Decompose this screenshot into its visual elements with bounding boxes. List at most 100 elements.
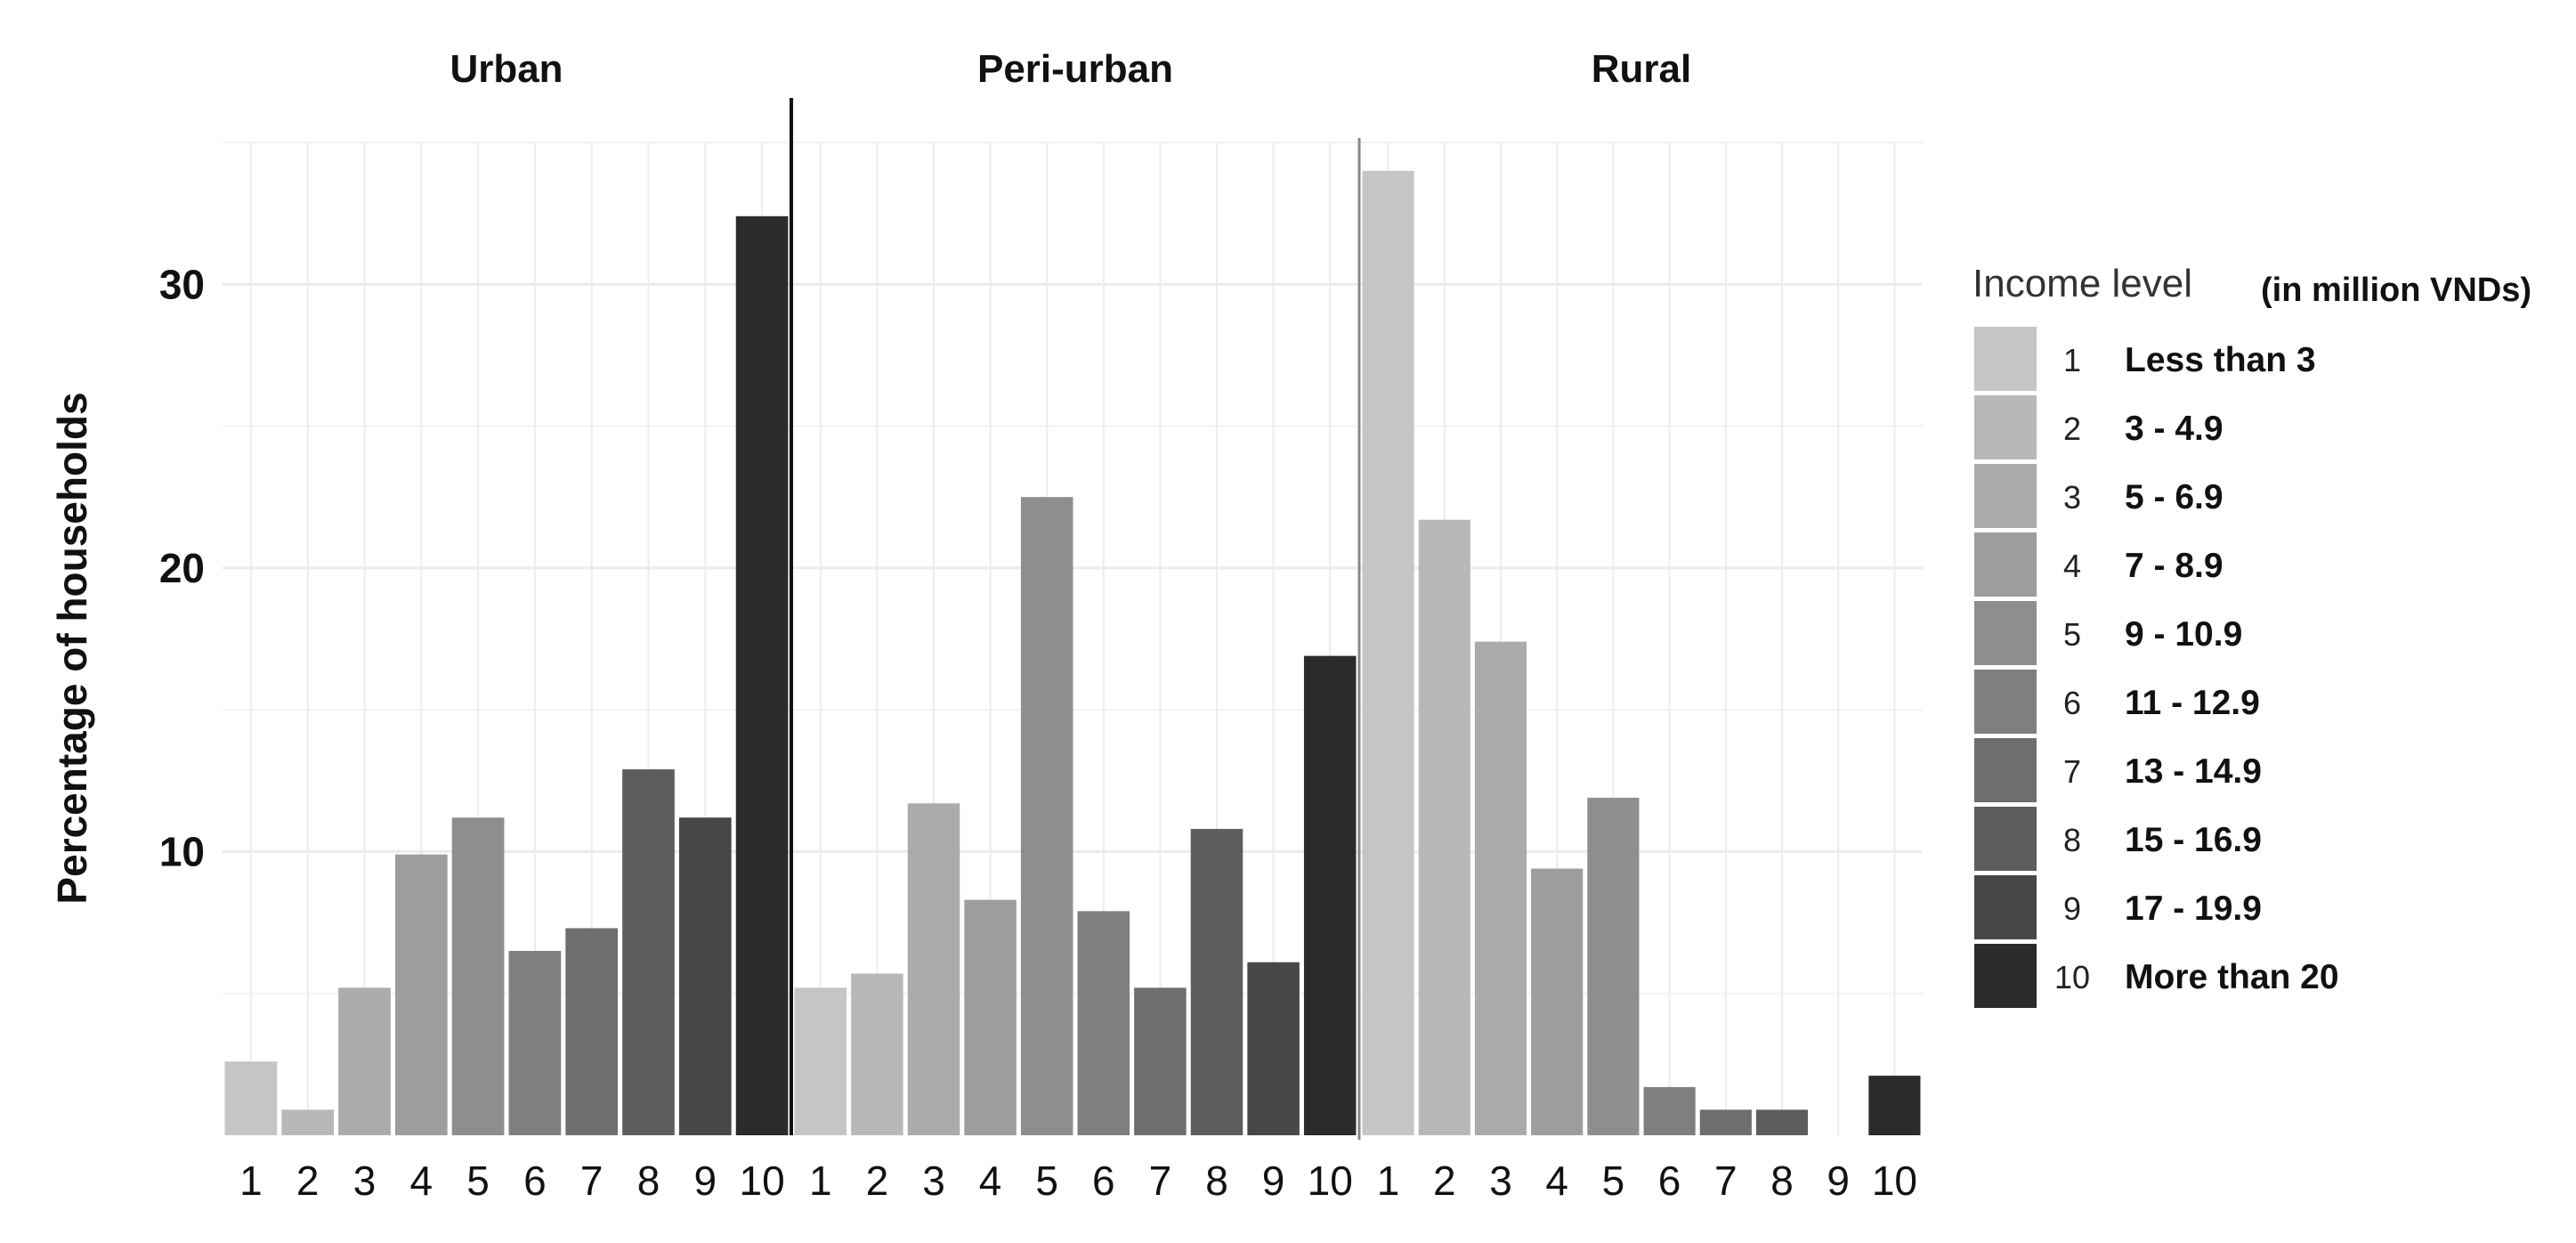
- bar: [1418, 519, 1470, 1135]
- x-tick-label: 5: [1035, 1158, 1058, 1204]
- bar: [851, 973, 903, 1135]
- x-tick-label: 5: [466, 1158, 490, 1204]
- legend-label: 13 - 14.9: [2125, 752, 2262, 791]
- legend-key: 6: [2063, 685, 2081, 721]
- x-tick-label: 1: [809, 1158, 832, 1204]
- y-axis-label: Percentage of households: [49, 392, 95, 904]
- bar: [1303, 655, 1357, 1135]
- legend-swatch: [1974, 395, 2037, 459]
- bar: [1077, 911, 1130, 1135]
- bar: [338, 987, 391, 1135]
- x-tick-label: 9: [1262, 1158, 1285, 1204]
- x-tick-label: 6: [1092, 1158, 1115, 1204]
- x-tick-label: 7: [580, 1158, 603, 1204]
- legend-label: Less than 3: [2125, 341, 2316, 379]
- legend-swatch: [1974, 464, 2037, 528]
- x-tick-label: 5: [1602, 1158, 1625, 1204]
- legend-swatch: [1974, 670, 2037, 734]
- legend-key: 1: [2063, 342, 2081, 378]
- bar: [622, 769, 675, 1135]
- bar: [964, 899, 1017, 1135]
- legend-key: 8: [2063, 822, 2081, 858]
- legend-label: More than 20: [2125, 958, 2339, 996]
- x-tick-label: 3: [1489, 1158, 1512, 1204]
- bar: [1020, 497, 1073, 1135]
- legend-label: 5 - 6.9: [2125, 478, 2224, 516]
- legend-label: 11 - 12.9: [2125, 684, 2260, 722]
- x-tick-label: 6: [523, 1158, 547, 1204]
- bar: [565, 928, 619, 1135]
- x-tick-label: 3: [353, 1158, 377, 1204]
- x-tick-label: 8: [637, 1158, 660, 1204]
- legend-label: 7 - 8.9: [2125, 547, 2224, 585]
- panel-title: Peri-urban: [977, 47, 1173, 91]
- x-tick-label: 8: [1770, 1158, 1794, 1204]
- bar: [1190, 828, 1243, 1135]
- bar: [1587, 797, 1640, 1135]
- bar: [1531, 868, 1584, 1135]
- bar: [394, 854, 448, 1135]
- x-tick-label: 7: [1149, 1158, 1172, 1204]
- bar: [735, 215, 789, 1135]
- legend-swatch: [1974, 738, 2037, 802]
- legend-key: 9: [2063, 890, 2081, 927]
- bar: [1134, 987, 1187, 1135]
- bar: [1755, 1109, 1809, 1135]
- x-tick-label: 1: [239, 1158, 263, 1204]
- y-tick-label: 30: [159, 261, 205, 307]
- x-tick-label: 2: [1433, 1158, 1456, 1204]
- x-tick-label: 2: [296, 1158, 320, 1204]
- panel-title: Rural: [1592, 47, 1691, 91]
- x-tick-label: 7: [1714, 1158, 1738, 1204]
- x-tick-label: 4: [1545, 1158, 1568, 1204]
- legend-swatch: [1974, 327, 2037, 391]
- legend-swatch: [1974, 601, 2037, 665]
- bar: [907, 803, 960, 1135]
- x-tick-label: 10: [1872, 1158, 1917, 1204]
- y-tick-label: 10: [159, 828, 205, 874]
- bar: [678, 817, 732, 1135]
- legend-key: 7: [2063, 753, 2081, 790]
- bar: [451, 817, 505, 1135]
- x-tick-label: 10: [740, 1158, 785, 1204]
- legend-label: 9 - 10.9: [2125, 615, 2242, 654]
- bar: [1362, 170, 1414, 1135]
- legend-key: 2: [2063, 410, 2081, 447]
- x-tick-label: 4: [979, 1158, 1002, 1204]
- x-tick-label: 2: [866, 1158, 889, 1204]
- legend-swatch: [1974, 875, 2037, 939]
- x-tick-label: 6: [1658, 1158, 1681, 1204]
- x-tick-label: 9: [694, 1158, 717, 1204]
- legend-key: 5: [2063, 616, 2081, 653]
- legend-swatch: [1974, 944, 2037, 1008]
- legend-label: 17 - 19.9: [2125, 890, 2262, 928]
- x-tick-label: 3: [922, 1158, 945, 1204]
- bar: [794, 987, 847, 1135]
- legend-key: 4: [2063, 548, 2081, 584]
- x-tick-label: 4: [410, 1158, 433, 1204]
- x-tick-label: 10: [1308, 1158, 1353, 1204]
- legend-key: 10: [2054, 959, 2090, 995]
- y-tick-label: 20: [159, 545, 205, 591]
- bar: [224, 1061, 278, 1135]
- x-tick-label: 1: [1377, 1158, 1400, 1204]
- bar: [281, 1109, 335, 1135]
- legend-subtitle: (in million VNDs): [2261, 272, 2531, 309]
- bar: [1474, 641, 1527, 1135]
- legend-swatch: [1974, 807, 2037, 871]
- x-tick-label: 8: [1205, 1158, 1228, 1204]
- bar: [1247, 962, 1300, 1135]
- panel-title: Urban: [450, 47, 563, 91]
- legend-key: 3: [2063, 479, 2081, 516]
- x-tick-label: 9: [1827, 1158, 1850, 1204]
- legend-label: 15 - 16.9: [2125, 821, 2262, 859]
- bar: [1643, 1086, 1696, 1135]
- bar: [1699, 1109, 1752, 1135]
- legend-swatch: [1974, 532, 2037, 597]
- bar: [508, 950, 562, 1135]
- legend-title: Income level: [1973, 262, 2192, 305]
- bar: [1868, 1076, 1921, 1135]
- legend-label: 3 - 4.9: [2125, 410, 2224, 448]
